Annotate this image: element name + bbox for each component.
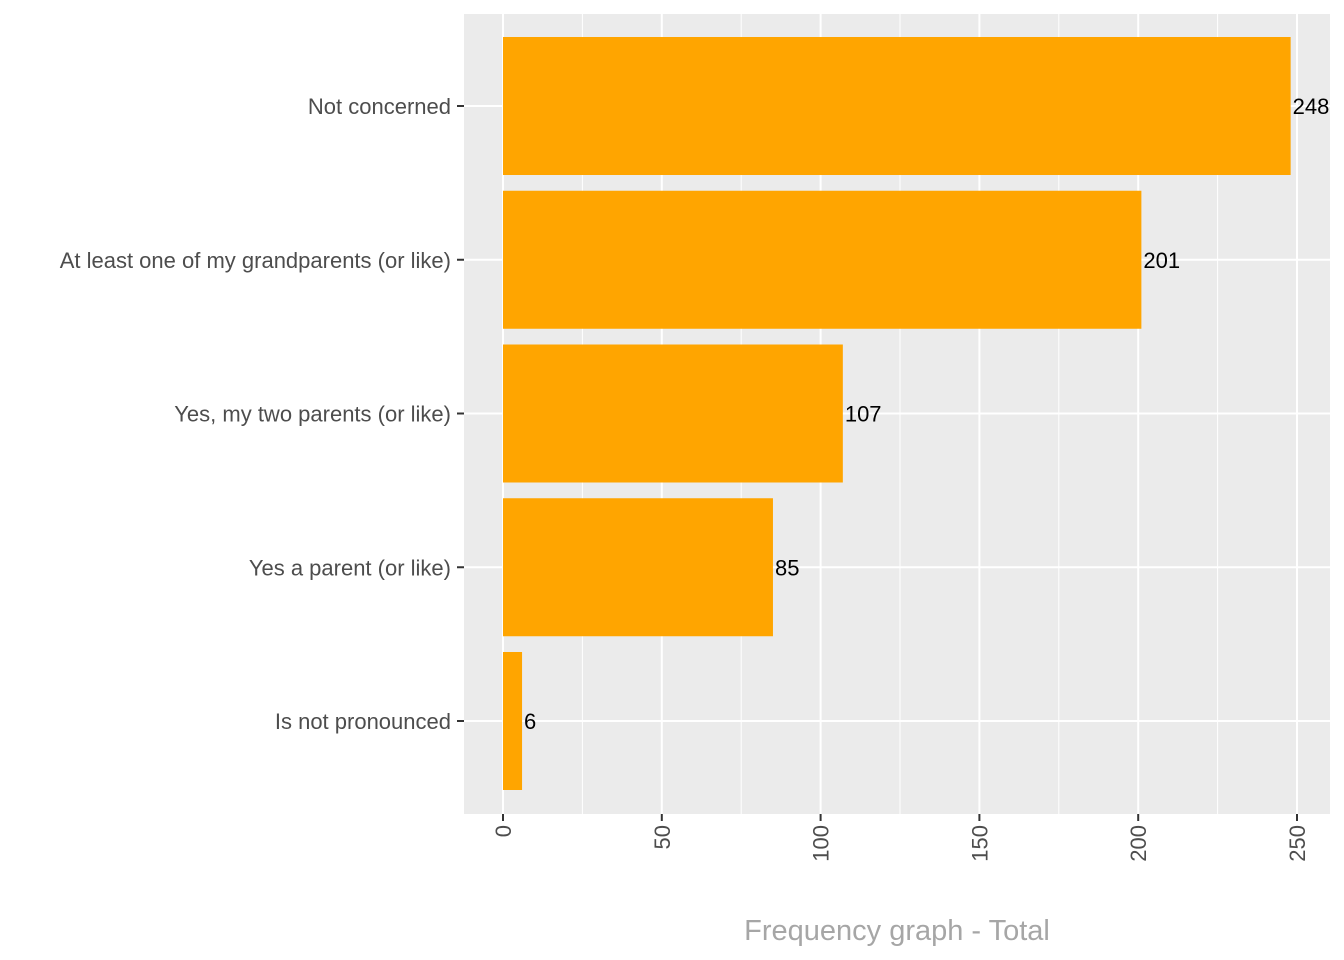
value-labels: 248 201 107 85 6 [524,94,1329,734]
x-tick-label-0: 0 [491,825,516,837]
x-tick-label-150: 150 [967,825,992,862]
x-tick-label-50: 50 [650,825,675,849]
category-label-1: At least one of my grandparents (or like… [60,248,451,273]
bar-3 [503,498,773,637]
category-labels: Not concerned At least one of my grandpar… [60,94,464,734]
category-label-4: Is not pronounced [275,709,451,734]
value-label-2: 107 [845,402,882,427]
category-label-0: Not concerned [308,94,451,119]
x-tick-label-200: 200 [1126,825,1151,862]
x-axis-title: Frequency graph - Total [744,915,1050,947]
bar-2 [503,344,843,483]
bar-1 [503,190,1142,329]
x-axis-ticks: 0 50 100 150 200 250 [491,814,1310,862]
value-label-3: 85 [775,555,799,580]
bar-4 [503,652,523,790]
value-label-0: 248 [1293,94,1330,119]
bar-0 [503,37,1291,175]
value-label-4: 6 [524,709,536,734]
x-tick-label-250: 250 [1285,825,1310,862]
category-label-2: Yes, my two parents (or like) [174,402,451,427]
value-label-1: 201 [1143,248,1180,273]
bars [503,37,1291,790]
category-label-3: Yes a parent (or like) [249,555,451,580]
x-tick-label-100: 100 [809,825,834,862]
